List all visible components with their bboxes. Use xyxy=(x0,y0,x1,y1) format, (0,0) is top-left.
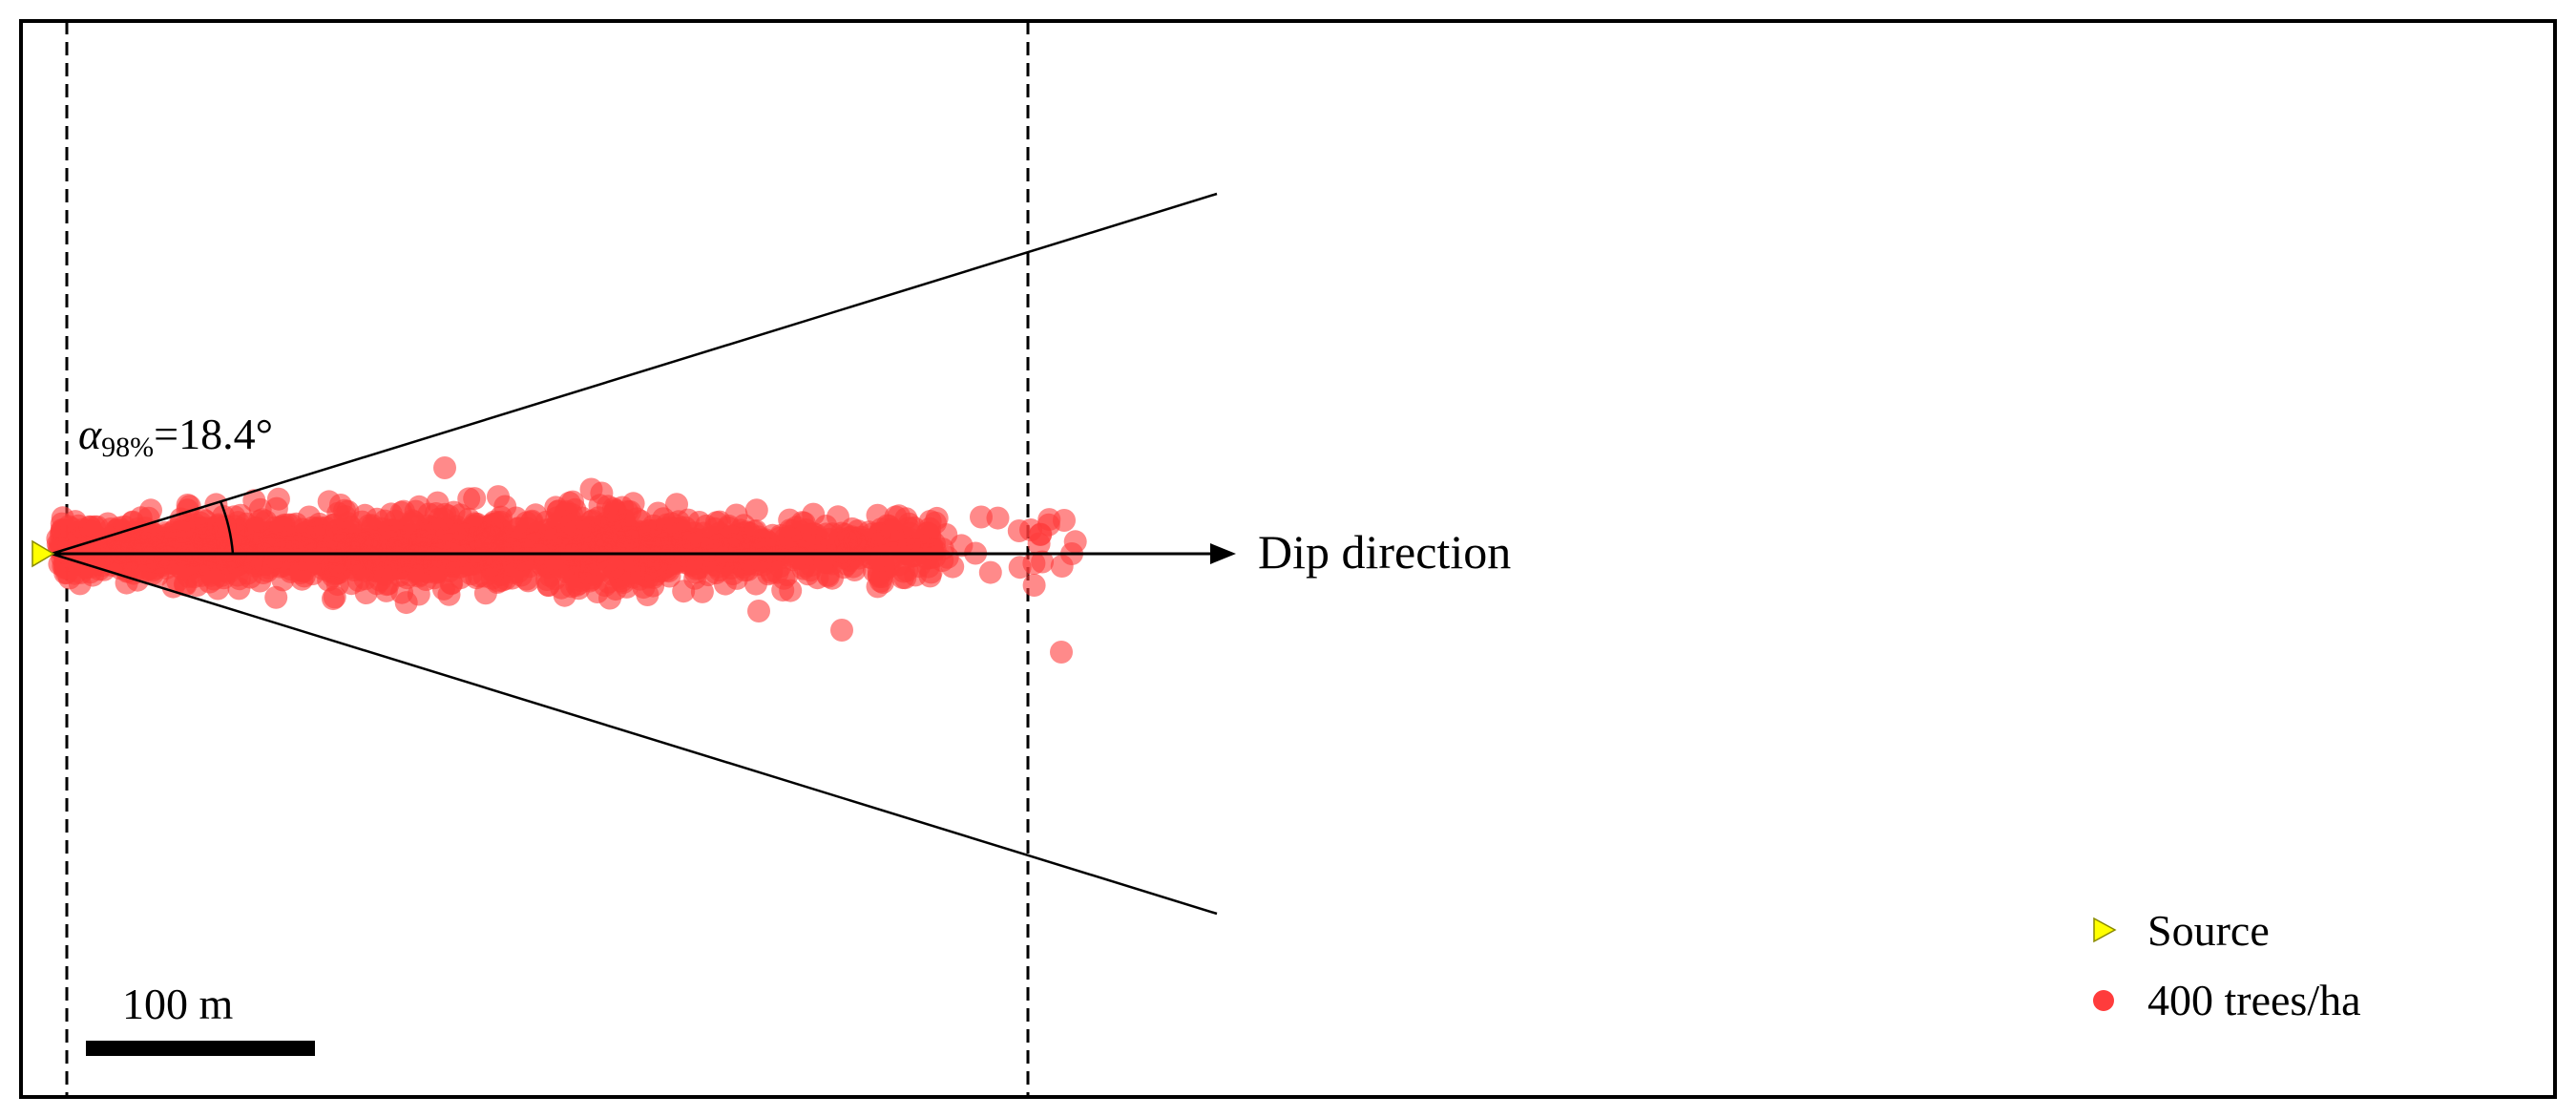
impact-point xyxy=(901,544,925,568)
legend-trees-label: 400 trees/ha xyxy=(2147,976,2361,1024)
source-marker-icon xyxy=(31,539,55,568)
impact-point xyxy=(1050,641,1073,664)
impact-point xyxy=(280,513,304,537)
impact-point xyxy=(560,513,584,537)
impact-point xyxy=(555,534,578,558)
impact-point xyxy=(435,518,459,542)
impact-point xyxy=(373,562,396,586)
impact-point xyxy=(305,551,329,575)
impact-point xyxy=(195,517,219,540)
impact-point xyxy=(51,518,74,542)
impact-point xyxy=(618,561,642,585)
impact-point xyxy=(902,516,926,539)
impact-point xyxy=(925,506,949,530)
impact-point xyxy=(170,520,194,543)
impact-point xyxy=(744,498,768,522)
impact-point xyxy=(329,558,353,580)
angle-value: =18.4° xyxy=(154,410,273,458)
impact-point xyxy=(664,552,688,576)
cone-upper-line xyxy=(51,192,1218,556)
impact-point xyxy=(349,530,373,554)
impact-point xyxy=(274,540,298,563)
impact-point xyxy=(536,574,560,597)
impact-point xyxy=(834,528,858,552)
impact-point xyxy=(437,582,461,606)
impact-point xyxy=(1053,509,1076,532)
impact-point xyxy=(433,456,456,479)
impact-point xyxy=(830,619,853,642)
scale-bar-label: 100 m xyxy=(122,980,234,1028)
impact-point xyxy=(350,553,374,577)
impact-point xyxy=(202,567,226,591)
impact-point xyxy=(463,487,487,511)
impact-point xyxy=(596,495,619,518)
impact-point xyxy=(264,585,288,609)
impact-point xyxy=(1022,552,1046,575)
impact-point xyxy=(986,506,1010,530)
impact-point xyxy=(391,499,415,523)
impact-point xyxy=(607,531,631,555)
impact-point xyxy=(324,526,347,550)
legend-trees-icon xyxy=(2093,990,2114,1011)
cone-lower-line xyxy=(51,552,1218,916)
impact-point xyxy=(875,514,899,538)
impact-point xyxy=(69,520,93,544)
impact-point xyxy=(747,600,770,622)
impact-point xyxy=(109,554,133,578)
impact-point xyxy=(193,534,217,558)
impact-point xyxy=(227,577,251,601)
impact-point xyxy=(217,538,241,562)
impact-point xyxy=(487,485,510,509)
impact-point xyxy=(139,498,162,522)
impact-points xyxy=(46,456,1087,664)
impact-point xyxy=(517,555,541,579)
impact-point xyxy=(394,591,418,615)
impact-point xyxy=(871,571,894,594)
impact-point xyxy=(71,547,94,571)
impact-point xyxy=(802,502,826,526)
legend: Source 400 trees/ha xyxy=(2093,906,2361,1024)
impact-point xyxy=(771,579,795,602)
figure-frame xyxy=(19,19,2557,1099)
impact-point xyxy=(784,546,807,570)
impact-point xyxy=(723,533,746,556)
dip-direction-arrowhead xyxy=(1210,543,1236,564)
angle-subscript: 98% xyxy=(101,432,154,463)
impact-point xyxy=(524,532,548,556)
impact-point xyxy=(978,560,1002,584)
dip-direction-label: Dip direction xyxy=(1258,525,1511,579)
impact-point xyxy=(700,533,723,557)
impact-point xyxy=(1019,518,1042,541)
impact-point xyxy=(544,496,568,519)
impact-point xyxy=(204,493,228,517)
angle-arc xyxy=(219,500,235,555)
impact-point xyxy=(146,551,170,574)
impact-point xyxy=(970,505,993,529)
impact-point xyxy=(400,549,424,573)
impact-point xyxy=(935,545,959,569)
impact-point xyxy=(266,487,290,511)
legend-source-icon xyxy=(2093,917,2117,943)
angle-label: α98%=18.4° xyxy=(78,410,273,463)
impact-point xyxy=(1022,574,1046,597)
impact-point xyxy=(449,566,472,590)
impact-point xyxy=(574,549,597,573)
impact-point xyxy=(683,566,707,590)
impact-point xyxy=(119,529,143,552)
impact-point xyxy=(242,489,266,513)
legend-source-label: Source xyxy=(2147,906,2270,955)
impact-point xyxy=(652,532,676,556)
angle-symbol: α xyxy=(78,410,102,458)
impact-point xyxy=(190,552,214,576)
impact-point xyxy=(579,477,603,501)
impact-point xyxy=(890,566,914,590)
scale-bar xyxy=(86,1041,315,1056)
